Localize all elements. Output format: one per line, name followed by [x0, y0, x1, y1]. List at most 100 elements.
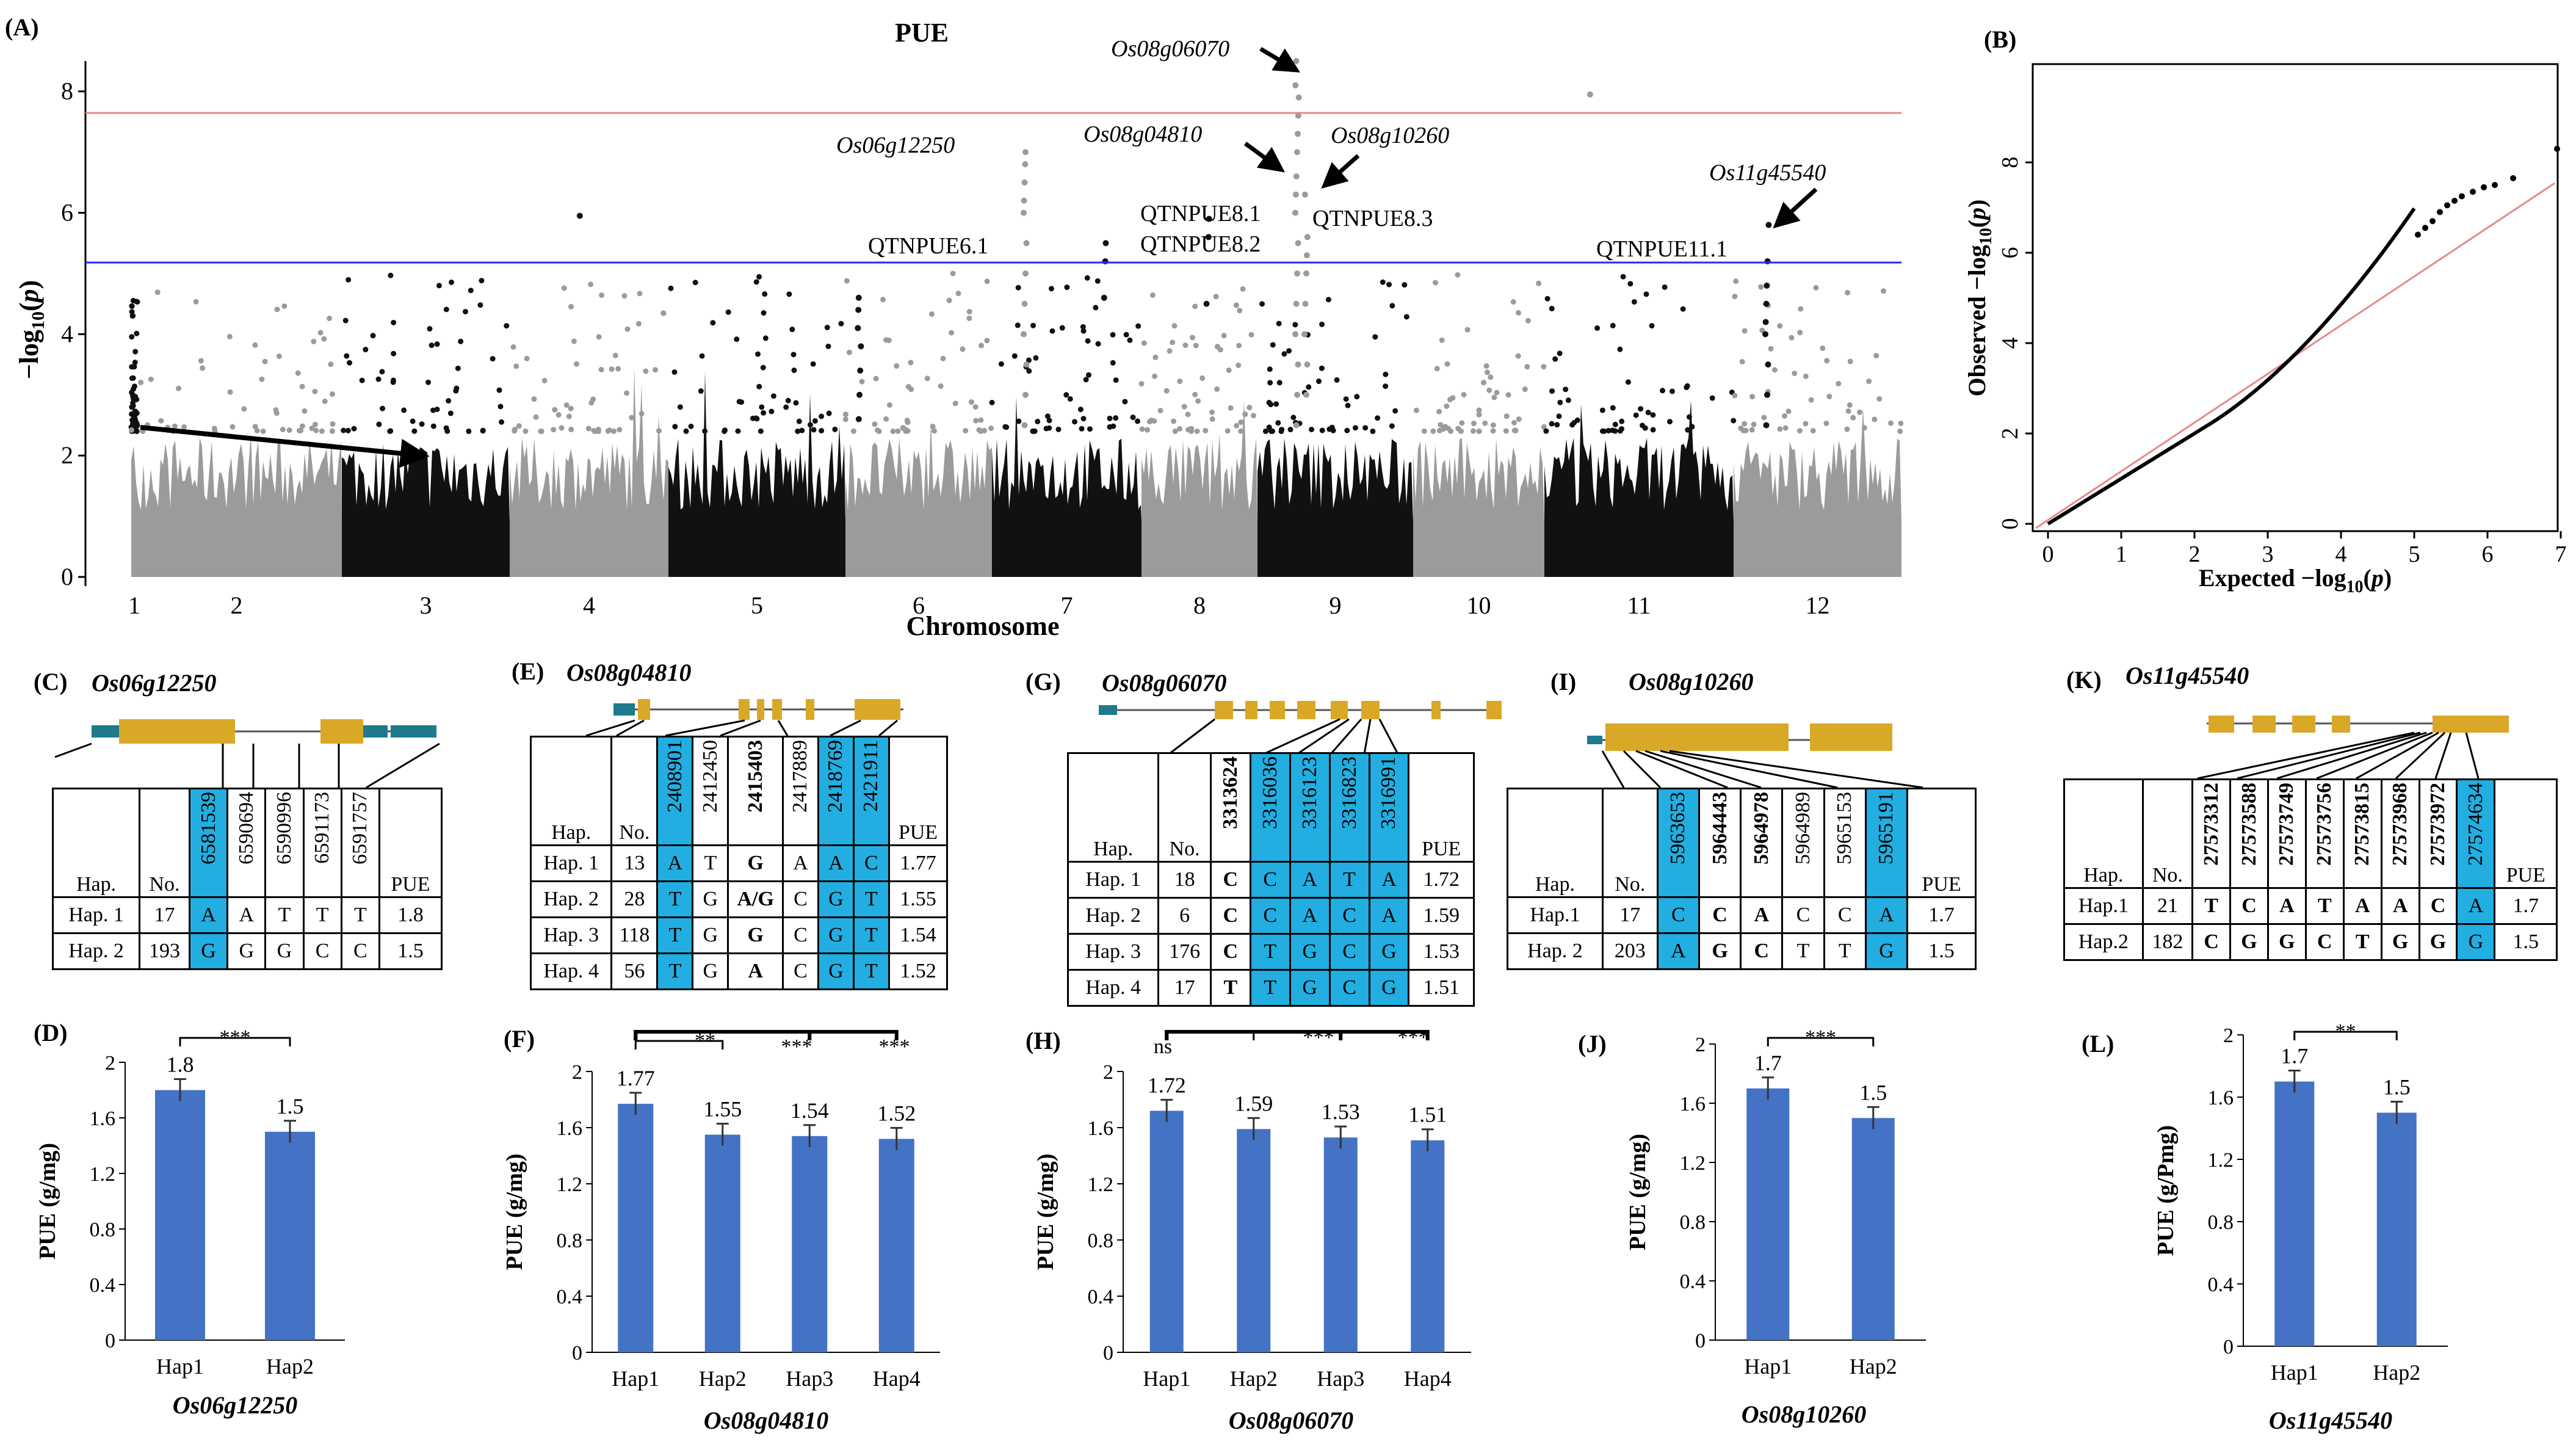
- manhattan-title: PUE: [895, 18, 949, 48]
- table-header-cell: Hap.: [2063, 778, 2144, 889]
- bar-category-label: Hap2: [1230, 1366, 1278, 1391]
- arrow-os11g45540: [1773, 187, 1818, 229]
- snp-point: [1214, 386, 1220, 392]
- snp-point: [313, 427, 319, 433]
- snp-point: [1095, 341, 1101, 347]
- haplotype-row: Hap. 2 193 G G G C C 1.5: [51, 932, 443, 970]
- snp-point: [1544, 295, 1550, 302]
- bar-chart-f: (F) PUE (g/mg) 0 0.4 0.8 1.2 1.6 2 1.77 Hap1 1.55…: [502, 1025, 940, 1434]
- table-cell: C: [1328, 933, 1370, 971]
- snp-point: [872, 421, 878, 427]
- snp-point: [1444, 403, 1450, 409]
- snp-point: [1516, 310, 1522, 316]
- qq-x-tick-label: 6: [2482, 542, 2494, 567]
- snp-point: [1484, 369, 1490, 375]
- snp-point: [1242, 411, 1248, 417]
- haplotype-row: Hap.1 17 C C A C C A 1.7: [1507, 896, 1977, 934]
- snp-peak-point: [1023, 361, 1030, 368]
- bar-y-tick-label: 1.6: [1680, 1093, 1706, 1115]
- snp-point: [1345, 402, 1351, 408]
- snp-point: [1286, 348, 1292, 354]
- snp-point: [1171, 323, 1178, 329]
- snp-point: [621, 293, 628, 299]
- table-header-row: Hap. No. 5963653 5964443 5964978 5964989 59651…: [1507, 788, 1977, 898]
- snp-point: [129, 334, 135, 340]
- snp-point: [722, 427, 728, 433]
- snp-point: [984, 338, 990, 344]
- snp-point: [1872, 416, 1878, 422]
- snp-point: [1441, 426, 1447, 432]
- bar-category-label: Hap2: [266, 1354, 314, 1379]
- chromosome-10-band: [1413, 438, 1544, 523]
- snp-point: [401, 407, 407, 413]
- snp-point: [978, 417, 984, 423]
- snp-position: 2418769: [824, 740, 847, 813]
- snp-point: [531, 396, 537, 402]
- significance-label: ***: [1303, 1026, 1334, 1049]
- qq-frame: [2031, 63, 2559, 532]
- snp-point: [1471, 421, 1477, 427]
- snp-point: [1107, 415, 1113, 421]
- qq-y-tick-label: 0: [1997, 518, 2023, 530]
- snp-point: [1343, 396, 1349, 402]
- arrow-chromosome-1: [140, 425, 430, 468]
- bar-y-tick-label: 0.4: [90, 1274, 116, 1297]
- snp-point: [1002, 424, 1008, 430]
- snp-point: [1758, 284, 1764, 290]
- snp-point: [425, 379, 432, 385]
- snp-point: [1898, 420, 1904, 426]
- snp-point: [880, 297, 886, 303]
- snp-point: [1684, 383, 1690, 389]
- snp-point: [317, 330, 324, 336]
- table-header-cell: PUE: [2494, 778, 2558, 889]
- snp-point: [1439, 337, 1445, 343]
- snp-point: [1030, 322, 1037, 328]
- bar-gene-d: Os06g12250: [173, 1391, 297, 1419]
- chromosome-6-bulk: [845, 519, 992, 577]
- snp-peak-point: [1764, 282, 1770, 289]
- snp-point: [1638, 406, 1644, 412]
- snp-point: [610, 428, 617, 434]
- bar-Hap2: [2376, 1112, 2417, 1346]
- snp-point: [1739, 358, 1745, 364]
- bar-Hap4: [1411, 1140, 1445, 1352]
- bar-y-tick-label: 2: [1103, 1061, 1113, 1084]
- snp-point: [1151, 418, 1157, 424]
- snp-point: [1633, 412, 1639, 418]
- snp-point: [1248, 332, 1254, 338]
- snp-peak-point: [1295, 112, 1301, 119]
- snp-point: [322, 398, 328, 404]
- snp-point: [359, 377, 365, 383]
- snp-point: [1516, 416, 1522, 422]
- snp-point: [1270, 342, 1276, 348]
- significance-bracket: [2293, 1031, 2398, 1040]
- panel-label-b: (B): [1984, 26, 2016, 53]
- table-cell: T: [302, 896, 342, 934]
- snp-point: [154, 289, 161, 295]
- snp-point: [770, 393, 776, 399]
- snp-point: [462, 308, 468, 314]
- table-cell: A: [1656, 932, 1700, 970]
- snp-point: [895, 428, 901, 434]
- table-cell: C: [782, 916, 819, 954]
- snp-point: [1226, 367, 1232, 373]
- snp-point: [391, 319, 397, 325]
- bar-Hap3: [792, 1136, 828, 1352]
- snp-point: [624, 326, 631, 332]
- snp-position-cell: 6590996: [264, 788, 305, 898]
- bar-Hap1: [1746, 1088, 1790, 1340]
- bar-category-label: Hap3: [786, 1366, 833, 1391]
- snp-position-cell: 27573756: [2304, 778, 2345, 889]
- bar-y-tick-label: 2: [2223, 1024, 2234, 1047]
- significance-bracket: [179, 1037, 291, 1046]
- snp-point: [1093, 305, 1099, 311]
- snp-point: [1510, 299, 1516, 305]
- table-cell: 1.53: [1408, 933, 1475, 971]
- bar-y-tick-label: 0: [572, 1342, 582, 1365]
- snp-point: [1217, 347, 1223, 353]
- snp-point: [129, 313, 136, 319]
- table-cell: G: [1368, 969, 1410, 1007]
- table-cell: G: [2229, 923, 2269, 961]
- bar-y-tick-label: 1.2: [90, 1163, 116, 1186]
